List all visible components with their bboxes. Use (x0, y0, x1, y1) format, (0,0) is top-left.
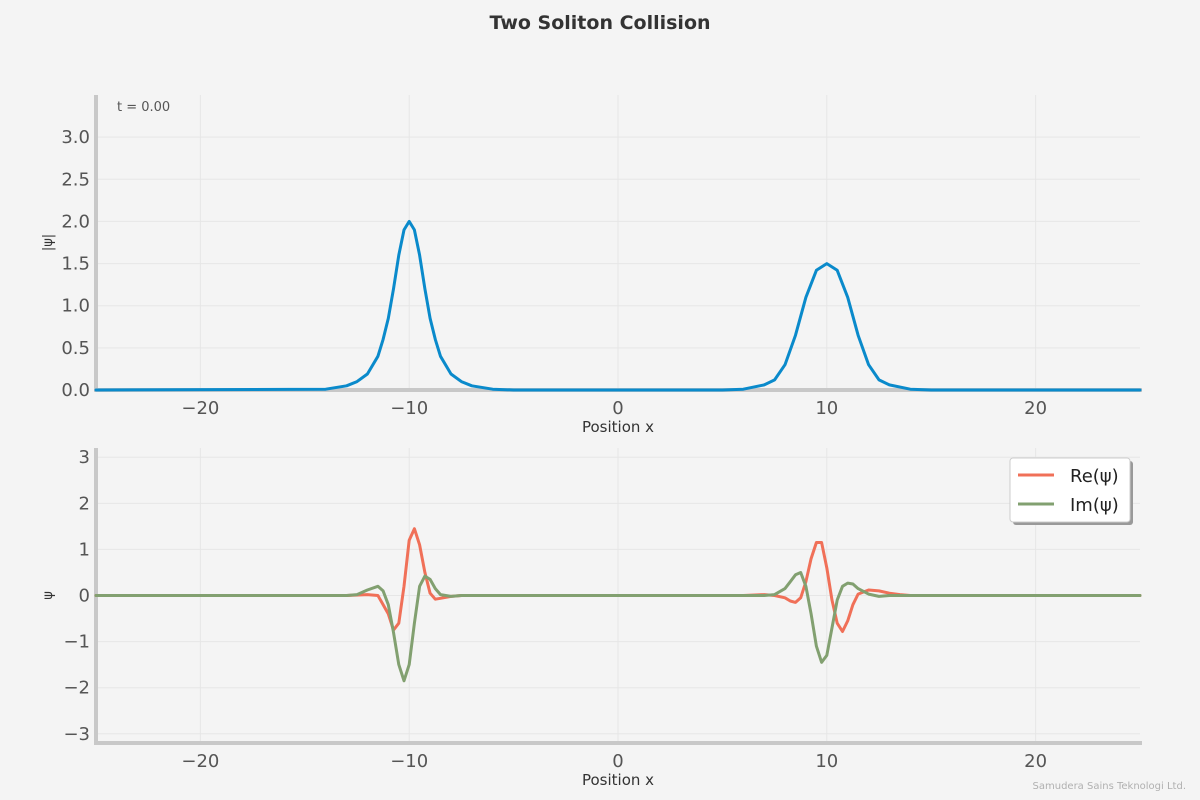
panel2-ytick-label: −2 (63, 678, 90, 699)
panel1-ytick-label: 1.0 (61, 296, 90, 317)
panel2-ytick-label: 2 (79, 493, 90, 514)
panel1-time-annotation: t = 0.00 (117, 100, 170, 115)
panel2-xtick-label: −20 (181, 751, 219, 772)
panel2-series-line-2 (94, 571, 1142, 683)
panel2-ytick-label: −3 (63, 724, 90, 745)
panel2-xlabel: Position x (582, 771, 654, 789)
watermark: Samudera Sains Teknologi Ltd. (1032, 781, 1186, 792)
panel2-ytick-label: 0 (79, 586, 90, 607)
panel1-ytick-label: 2.5 (61, 169, 90, 190)
panel1-xtick-label: −10 (390, 398, 428, 419)
panel1-ytick-label: 0.5 (61, 338, 90, 359)
chart-title: Two Soliton Collision (489, 12, 711, 34)
panel2-xtick-label: 0 (612, 751, 623, 772)
panel1-ylabel: |ψ| (41, 234, 56, 251)
panel1-xtick-label: −20 (181, 398, 219, 419)
panel1-xtick-label: 0 (612, 398, 623, 419)
panel1-xlabel: Position x (582, 418, 654, 436)
panel2-legend-label-1: Re(ψ) (1070, 466, 1119, 487)
panel1-ytick-label: 0.0 (61, 380, 90, 401)
panel1-xtick-label: 10 (815, 398, 838, 419)
panel2-xtick-label: −10 (390, 751, 428, 772)
panel2-ytick-label: −1 (63, 632, 90, 653)
panel2-xtick-label: 10 (815, 751, 838, 772)
panel1-ytick-label: 3.0 (61, 127, 90, 148)
panel1-xtick-label: 20 (1024, 398, 1047, 419)
panel2-xtick-label: 20 (1024, 751, 1047, 772)
panel2-ytick-label: 3 (79, 447, 90, 468)
panel2-ytick-label: 1 (79, 539, 90, 560)
panel1-ytick-label: 1.5 (61, 254, 90, 275)
panel1-series-line-1 (94, 219, 1142, 392)
panel2-legend-label-2: Im(ψ) (1070, 495, 1119, 516)
panel1-ytick-label: 2.0 (61, 211, 90, 232)
panel2-ylabel: ψ (41, 591, 56, 600)
